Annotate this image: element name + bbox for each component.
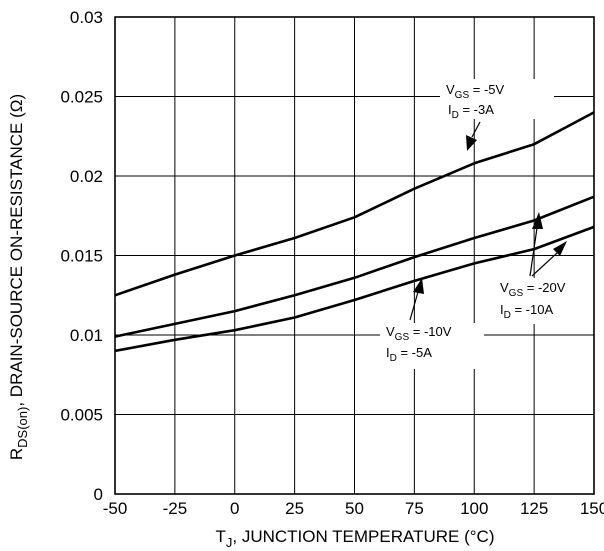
arrow-5v-line bbox=[471, 121, 481, 138]
x-tick-label: 25 bbox=[285, 499, 304, 518]
anno-10-l1-sub: GS bbox=[395, 332, 410, 343]
y-tick-label: 0 bbox=[94, 485, 103, 504]
arrow-10v-line bbox=[409, 291, 419, 321]
y-axis-title: RDS(on), DRAIN-SOURCE ON-RESISTANCE (Ω) bbox=[7, 94, 30, 460]
svg-text:VGS = -5V: VGS = -5V bbox=[446, 82, 504, 101]
anno-5-l1-main: V bbox=[446, 82, 455, 97]
anno-5-l1-rest: = -5V bbox=[469, 82, 504, 97]
anno-20-l2-main: I bbox=[500, 302, 504, 317]
series-layer bbox=[114, 111, 595, 353]
anno-5-l1-sub: GS bbox=[455, 90, 470, 101]
y-tick-label: 0.02 bbox=[70, 167, 103, 186]
arrow-20v-upper-line bbox=[529, 227, 538, 277]
series-line-vgs10 bbox=[114, 225, 595, 353]
arrow-20v-lower-head bbox=[553, 241, 567, 256]
svg-text:VGS = -20V: VGS = -20V bbox=[500, 280, 566, 299]
x-tick-label: -50 bbox=[103, 499, 128, 518]
anno-20-l1-rest: = -20V bbox=[523, 280, 566, 295]
x-tick-label: 125 bbox=[520, 499, 548, 518]
tick-labels: -50 -25 0 25 50 75 100 125 150 0 0.005 0.01 0.015 0.0… bbox=[60, 8, 604, 518]
anno-20-l2-rest: = -10A bbox=[511, 302, 554, 317]
x-axis-title-sub: J bbox=[226, 535, 233, 550]
x-axis-title: TJ, JUNCTION TEMPERATURE (°C) bbox=[215, 527, 494, 550]
series-line-vgs20 bbox=[114, 195, 595, 338]
anno-10-l1-rest: = -10V bbox=[409, 324, 452, 339]
arrow-20v-upper-head bbox=[532, 212, 543, 229]
x-axis-title-main: T bbox=[215, 527, 225, 546]
svg-text:ID = -10A: ID = -10A bbox=[500, 302, 553, 321]
svg-text:ID = -3A: ID = -3A bbox=[448, 102, 494, 121]
annotation-vgs-20v: VGS = -20V ID = -10A bbox=[496, 212, 588, 324]
x-tick-label: 75 bbox=[405, 499, 424, 518]
y-tick-label: 0.025 bbox=[60, 88, 103, 107]
anno-10-l2-sub: D bbox=[390, 353, 397, 364]
y-tick-label: 0.015 bbox=[60, 247, 103, 266]
anno-5-l2-rest: = -3A bbox=[459, 102, 494, 117]
x-tick-label: 100 bbox=[460, 499, 488, 518]
anno-20-l1-main: V bbox=[500, 280, 509, 295]
annotation-vgs-5v: VGS = -5V ID = -3A bbox=[440, 79, 554, 151]
anno-20-l1-sub: GS bbox=[509, 288, 524, 299]
svg-text:ID = -5A: ID = -5A bbox=[386, 345, 432, 364]
anno-20-l2-sub: D bbox=[504, 310, 511, 321]
x-tick-label: 50 bbox=[345, 499, 364, 518]
arrow-10v-head bbox=[413, 278, 424, 294]
annotation-vgs-10v: VGS = -10V ID = -5A bbox=[380, 278, 484, 369]
arrow-5v-head bbox=[466, 135, 477, 151]
y-tick-label: 0.01 bbox=[70, 326, 103, 345]
y-axis-title-rest: , DRAIN-SOURCE ON-RESISTANCE (Ω) bbox=[7, 94, 26, 407]
y-tick-label: 0.005 bbox=[60, 406, 103, 425]
anno-10-l2-rest: = -5A bbox=[397, 345, 432, 360]
anno-10-l2-main: I bbox=[386, 345, 390, 360]
x-tick-label: -25 bbox=[163, 499, 188, 518]
x-tick-label: 150 bbox=[580, 499, 604, 518]
grid bbox=[114, 16, 595, 495]
y-axis-title-main: R bbox=[7, 448, 26, 460]
arrow-20v-lower-line bbox=[531, 252, 558, 277]
plot-frame bbox=[114, 16, 595, 495]
series-line-vgs5 bbox=[114, 111, 595, 297]
anno-5-l2-main: I bbox=[448, 102, 452, 117]
x-axis-title-rest: , JUNCTION TEMPERATURE (°C) bbox=[232, 527, 494, 546]
anno-10-l1-main: V bbox=[386, 324, 395, 339]
x-tick-label: 0 bbox=[230, 499, 239, 518]
y-axis-title-sub: DS(on) bbox=[15, 407, 30, 448]
svg-text:VGS = -10V: VGS = -10V bbox=[386, 324, 452, 343]
anno-5-l2-sub: D bbox=[452, 110, 459, 121]
y-tick-label: 0.03 bbox=[70, 8, 103, 27]
